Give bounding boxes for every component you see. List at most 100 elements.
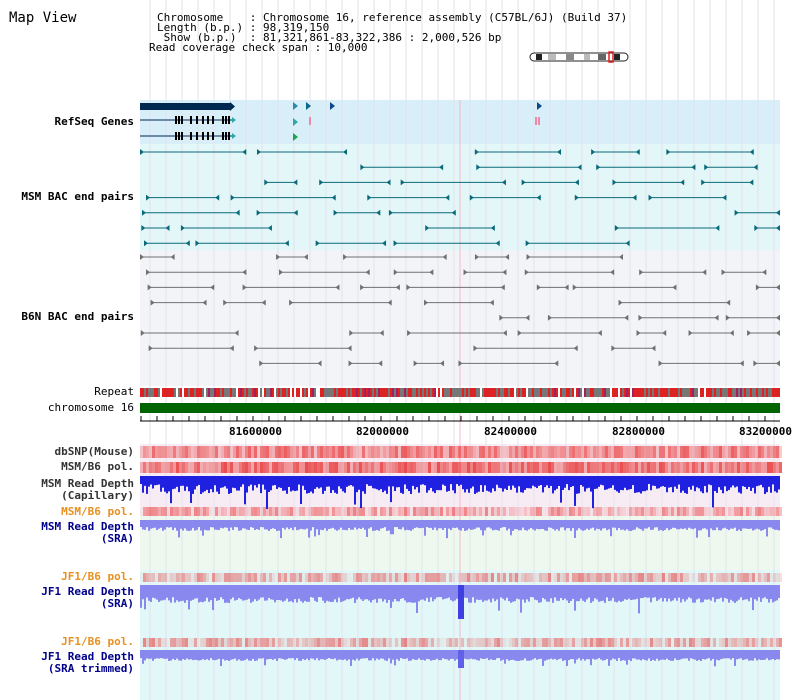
jf1-depth-sra-bar bbox=[712, 585, 714, 598]
msm-b6-pol-strip bbox=[368, 462, 371, 473]
jf1-depth-trimmed-bar bbox=[300, 650, 302, 661]
track-label-msm-b6-pol[interactable]: MSM/B6 pol. bbox=[61, 460, 134, 473]
msm-depth-sra-bar bbox=[224, 520, 226, 528]
jf1-b6-pol-strip bbox=[377, 573, 380, 582]
b6n-bac-pair-end bbox=[242, 269, 247, 276]
track-label-chromosome[interactable]: chromosome 16 bbox=[47, 401, 134, 414]
msm-depth-sra-bar bbox=[432, 520, 434, 530]
dbsnp-strip bbox=[278, 446, 281, 458]
track-label-msm-depth-sra[interactable]: MSM Read Depth bbox=[41, 520, 134, 533]
b6n-bac-pair-end bbox=[140, 330, 145, 336]
msm-depth-capillary-bar bbox=[666, 476, 668, 493]
jf1-b6-pol-strip bbox=[731, 573, 734, 582]
msm-depth-sra-bar bbox=[458, 520, 460, 530]
repeat-block bbox=[634, 388, 636, 397]
msm-depth-sra-bar bbox=[354, 520, 356, 528]
repeat-block bbox=[650, 388, 652, 397]
jf1-depth-trimmed-bar bbox=[174, 650, 176, 660]
msm-b6-pol-sra-strip bbox=[701, 507, 704, 516]
track-label-msm-bac[interactable]: MSM BAC end pairs bbox=[21, 190, 134, 203]
gene-exon bbox=[202, 116, 204, 124]
msm-b6-pol-strip bbox=[578, 462, 581, 473]
msm-depth-capillary-bar bbox=[172, 476, 174, 490]
jf1-b6-pol-strip bbox=[407, 573, 410, 582]
msm-b6-pol-sra-strip bbox=[506, 507, 509, 516]
track-label-dbsnp[interactable]: dbSNP(Mouse) bbox=[54, 445, 134, 458]
msm-bac-pair-end bbox=[293, 179, 298, 186]
jf1-b6-pol-strip bbox=[632, 573, 635, 582]
jf1-b6-pol-trimmed-strip bbox=[668, 638, 671, 647]
msm-b6-pol-sra-strip bbox=[656, 507, 659, 516]
msm-b6-pol-sra-strip bbox=[578, 507, 581, 516]
jf1-b6-pol-trimmed-strip bbox=[308, 638, 311, 647]
jf1-depth-trimmed-bar bbox=[272, 650, 274, 660]
jf1-b6-pol-trimmed-strip bbox=[329, 638, 332, 647]
jf1-b6-pol-strip bbox=[476, 573, 479, 582]
msm-depth-sra-bar bbox=[194, 520, 196, 531]
track-label-jf1-b6-pol-trimmed[interactable]: JF1/B6 pol. bbox=[61, 635, 134, 648]
track-label-jf1-depth-sra[interactable]: JF1 Read Depth bbox=[41, 585, 134, 598]
jf1-b6-pol-trimmed-strip bbox=[455, 638, 458, 647]
track-label-b6n-bac[interactable]: B6N BAC end pairs bbox=[21, 310, 134, 323]
repeat-block bbox=[370, 388, 372, 397]
msm-b6-pol-strip bbox=[740, 462, 743, 473]
msm-depth-capillary-bar bbox=[712, 476, 714, 508]
repeat-block bbox=[484, 388, 486, 397]
msm-b6-pol-sra-strip bbox=[713, 507, 716, 516]
jf1-depth-trimmed-bar bbox=[752, 650, 754, 661]
repeat-block bbox=[472, 388, 474, 397]
msm-b6-pol-sra-strip bbox=[431, 507, 434, 516]
repeat-block bbox=[356, 388, 358, 397]
msm-depth-sra-bar bbox=[570, 520, 572, 531]
jf1-depth-trimmed-bar bbox=[718, 650, 720, 661]
track-label-jf1-depth-trimmed[interactable]: JF1 Read Depth bbox=[41, 650, 134, 663]
msm-b6-pol-strip bbox=[386, 462, 389, 473]
dbsnp-strip bbox=[767, 446, 770, 458]
jf1-depth-sra-bar bbox=[248, 585, 250, 599]
jf1-depth-trimmed-bar bbox=[520, 650, 522, 661]
track-label-refseq-genes[interactable]: RefSeq Genes bbox=[54, 115, 134, 128]
jf1-b6-pol-strip bbox=[176, 573, 179, 582]
msm-depth-sra-bar bbox=[476, 520, 478, 528]
track-label-msm-depth-capillary[interactable]: MSM Read Depth bbox=[41, 477, 134, 490]
jf1-depth-trimmed-bar bbox=[410, 650, 412, 661]
msm-depth-sra-bar bbox=[650, 520, 652, 530]
jf1-depth-sra-bar bbox=[542, 585, 544, 598]
msm-b6-pol-sra-strip bbox=[410, 507, 413, 516]
msm-depth-capillary-bar bbox=[306, 476, 308, 494]
msm-depth-sra-bar bbox=[576, 520, 578, 531]
msm-depth-capillary-bar bbox=[410, 476, 412, 494]
b6n-bac-pair-end bbox=[473, 345, 478, 352]
msm-depth-sra-bar bbox=[200, 520, 202, 531]
jf1-depth-sra-bar bbox=[602, 585, 604, 601]
msm-b6-pol-sra-strip bbox=[542, 507, 545, 516]
msm-depth-capillary-bar bbox=[716, 476, 718, 493]
ideogram-band bbox=[598, 54, 606, 60]
jf1-depth-trimmed-bar bbox=[684, 650, 686, 659]
msm-b6-pol-strip bbox=[155, 462, 158, 473]
msm-b6-pol-sra-strip bbox=[722, 507, 725, 516]
jf1-b6-pol-strip bbox=[668, 573, 671, 582]
jf1-depth-trimmed-bar bbox=[484, 650, 486, 659]
jf1-depth-trimmed-bar bbox=[608, 650, 610, 666]
msm-depth-sra-bar bbox=[550, 520, 552, 528]
jf1-depth-trimmed-bar bbox=[514, 650, 516, 661]
msm-b6-pol-strip bbox=[467, 462, 470, 473]
track-label-jf1-b6-pol[interactable]: JF1/B6 pol. bbox=[61, 570, 134, 583]
repeat-block bbox=[144, 388, 146, 397]
msm-depth-sra-bar bbox=[760, 520, 762, 531]
msm-depth-capillary-bar bbox=[244, 476, 246, 505]
msm-b6-pol-strip bbox=[758, 462, 761, 473]
msm-depth-capillary-bar bbox=[196, 476, 198, 487]
msm-depth-sra-bar bbox=[556, 520, 558, 530]
track-label-msm-b6-pol-sra[interactable]: MSM/B6 pol. bbox=[61, 505, 134, 518]
msm-b6-pol-sra-strip bbox=[563, 507, 566, 516]
msm-depth-capillary-bar bbox=[584, 476, 586, 492]
repeat-block bbox=[204, 388, 206, 397]
msm-depth-sra-bar bbox=[606, 520, 608, 531]
track-label-repeat[interactable]: Repeat bbox=[94, 385, 134, 398]
jf1-b6-pol-strip bbox=[536, 573, 539, 582]
jf1-depth-sra-bar bbox=[412, 585, 414, 603]
jf1-depth-sra-bar bbox=[500, 585, 502, 598]
